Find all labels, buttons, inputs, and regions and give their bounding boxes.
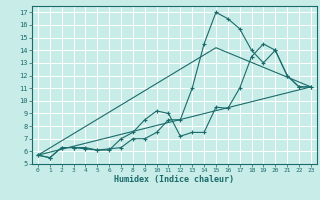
X-axis label: Humidex (Indice chaleur): Humidex (Indice chaleur) [115, 175, 234, 184]
